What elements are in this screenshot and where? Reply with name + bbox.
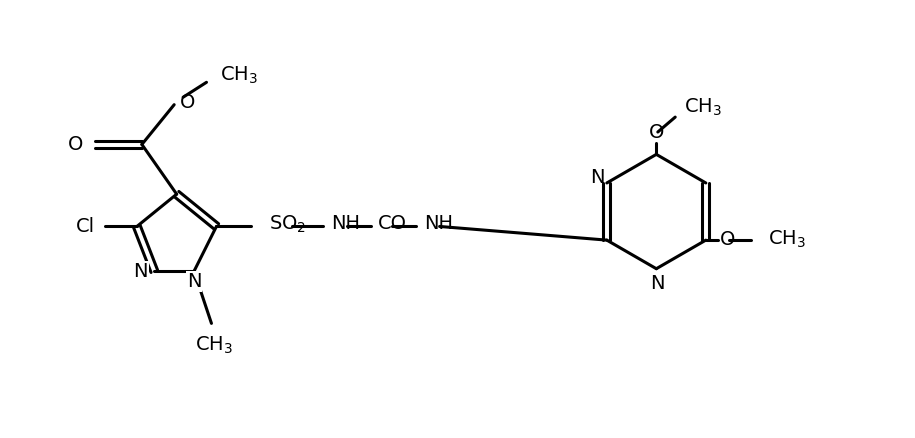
Text: O: O	[720, 230, 735, 249]
Text: CH$_3$: CH$_3$	[220, 64, 258, 85]
Text: O: O	[180, 93, 196, 112]
Text: O: O	[69, 135, 83, 154]
Text: N: N	[650, 274, 664, 293]
Text: NH: NH	[330, 215, 360, 233]
Text: CH$_3$: CH$_3$	[768, 229, 806, 250]
Text: N: N	[134, 261, 148, 281]
Text: CH$_3$: CH$_3$	[195, 334, 233, 356]
Text: CH$_3$: CH$_3$	[684, 96, 722, 118]
Text: SO$_2$: SO$_2$	[269, 213, 306, 235]
Text: N: N	[187, 272, 201, 291]
Text: O: O	[649, 123, 664, 142]
Text: CO: CO	[378, 215, 407, 233]
Text: N: N	[590, 169, 604, 187]
Text: Cl: Cl	[76, 217, 94, 236]
Text: NH: NH	[424, 215, 453, 233]
